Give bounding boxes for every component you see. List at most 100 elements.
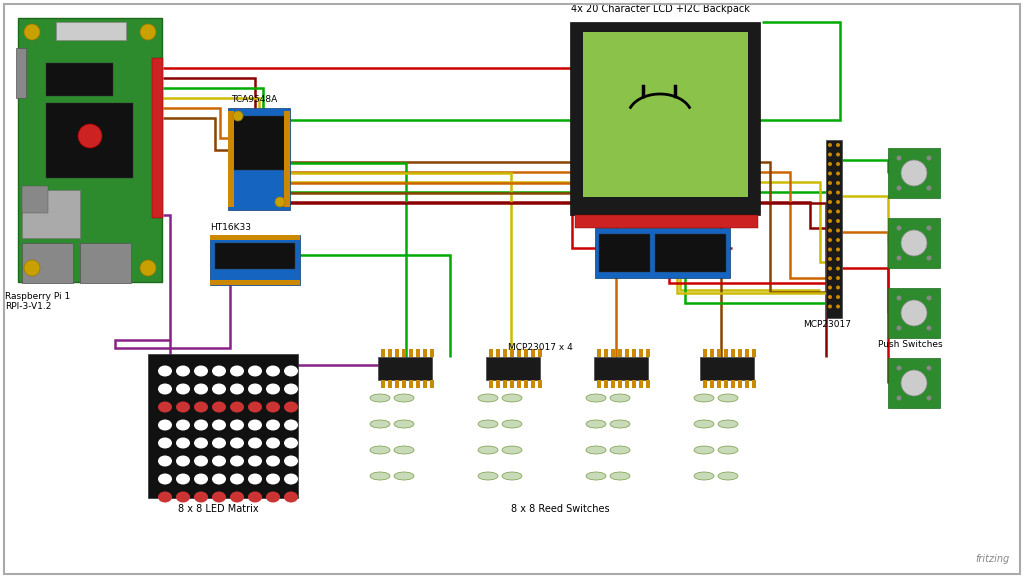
Circle shape — [836, 286, 840, 290]
Bar — [888, 148, 940, 198]
Text: Raspberry Pi 1
RPI-3-V1.2: Raspberry Pi 1 RPI-3-V1.2 — [5, 292, 71, 312]
Bar — [599, 234, 650, 272]
Ellipse shape — [248, 438, 262, 449]
Ellipse shape — [158, 438, 172, 449]
Circle shape — [828, 266, 831, 271]
Circle shape — [927, 155, 932, 161]
Bar — [531, 380, 535, 388]
Bar — [700, 357, 754, 380]
Bar — [888, 218, 940, 268]
Circle shape — [140, 24, 156, 40]
Circle shape — [896, 186, 901, 191]
Bar — [503, 349, 507, 357]
Bar — [423, 349, 427, 357]
Bar — [215, 243, 295, 269]
Bar — [738, 380, 742, 388]
Bar — [524, 349, 528, 357]
Bar — [402, 380, 406, 388]
Ellipse shape — [370, 394, 390, 402]
Circle shape — [896, 255, 901, 261]
Bar — [388, 349, 392, 357]
Bar — [395, 349, 399, 357]
Bar — [381, 349, 385, 357]
Text: HT16K33: HT16K33 — [210, 223, 251, 232]
Bar — [22, 186, 48, 213]
Bar — [228, 111, 234, 207]
Circle shape — [836, 266, 840, 271]
Circle shape — [927, 325, 932, 331]
Bar — [752, 349, 756, 357]
Bar — [703, 380, 707, 388]
Circle shape — [836, 305, 840, 309]
Bar — [625, 349, 629, 357]
Bar — [703, 349, 707, 357]
Ellipse shape — [230, 383, 244, 395]
Ellipse shape — [176, 420, 190, 431]
Bar — [496, 380, 500, 388]
Bar — [284, 111, 290, 207]
Bar — [416, 380, 420, 388]
Circle shape — [927, 365, 932, 370]
Ellipse shape — [718, 394, 738, 402]
Bar — [888, 288, 940, 338]
Ellipse shape — [694, 420, 714, 428]
Ellipse shape — [176, 455, 190, 466]
Ellipse shape — [248, 491, 262, 502]
Ellipse shape — [266, 383, 280, 395]
Bar — [16, 48, 26, 98]
Bar — [646, 349, 650, 357]
Bar — [738, 349, 742, 357]
Ellipse shape — [194, 383, 208, 395]
Circle shape — [828, 247, 831, 251]
Bar — [22, 190, 80, 238]
Circle shape — [896, 325, 901, 331]
Ellipse shape — [176, 491, 190, 502]
Ellipse shape — [502, 420, 522, 428]
Bar — [618, 380, 622, 388]
Ellipse shape — [248, 402, 262, 413]
Bar — [489, 380, 493, 388]
Ellipse shape — [158, 473, 172, 484]
Bar — [717, 380, 721, 388]
Bar — [395, 380, 399, 388]
Bar — [80, 243, 131, 283]
Ellipse shape — [284, 365, 298, 376]
Circle shape — [896, 225, 901, 231]
Bar — [570, 22, 760, 215]
Circle shape — [828, 257, 831, 261]
Bar — [538, 349, 542, 357]
Ellipse shape — [230, 365, 244, 376]
Bar — [210, 280, 300, 285]
Ellipse shape — [586, 472, 606, 480]
Ellipse shape — [394, 420, 414, 428]
Circle shape — [836, 153, 840, 157]
Ellipse shape — [394, 394, 414, 402]
Ellipse shape — [610, 394, 630, 402]
Bar — [489, 349, 493, 357]
Circle shape — [828, 276, 831, 280]
Bar — [510, 349, 514, 357]
Ellipse shape — [176, 473, 190, 484]
Circle shape — [828, 209, 831, 213]
Ellipse shape — [586, 420, 606, 428]
Bar — [583, 32, 748, 197]
Ellipse shape — [610, 472, 630, 480]
Ellipse shape — [478, 420, 498, 428]
Circle shape — [140, 260, 156, 276]
Circle shape — [927, 225, 932, 231]
Bar — [745, 349, 749, 357]
Circle shape — [901, 370, 927, 396]
Circle shape — [927, 186, 932, 191]
Circle shape — [836, 276, 840, 280]
Circle shape — [828, 172, 831, 176]
Bar — [423, 380, 427, 388]
Ellipse shape — [284, 438, 298, 449]
Bar — [503, 380, 507, 388]
Ellipse shape — [370, 472, 390, 480]
Circle shape — [828, 191, 831, 195]
Ellipse shape — [478, 394, 498, 402]
Ellipse shape — [194, 491, 208, 502]
Ellipse shape — [230, 455, 244, 466]
Bar — [152, 58, 163, 218]
Text: MCP23017: MCP23017 — [803, 320, 851, 329]
